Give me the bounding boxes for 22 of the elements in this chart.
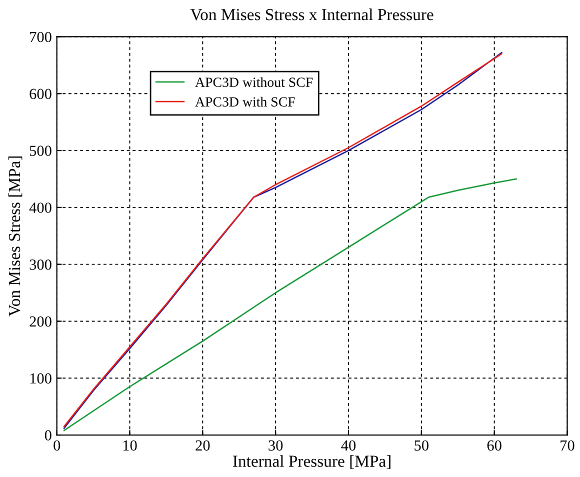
legend-label: APC3D with SCF [195,96,295,107]
y-tick-label: 0 [44,430,52,440]
x-tick-label: 70 [560,440,574,451]
x-axis-title: Internal Pressure [MPa] [233,455,390,469]
y-tick-label: 300 [30,259,52,270]
x-tick-label: 40 [341,440,356,451]
x-tick-label: 10 [123,440,137,451]
chart-title: Von Mises Stress x Internal Pressure [190,8,434,20]
y-tick-label: 200 [30,316,52,327]
x-tick-label: 30 [268,440,283,451]
x-tick-label: 0 [54,440,60,451]
legend-label: APC3D without SCF [195,77,313,87]
y-tick-label: 100 [30,373,52,384]
y-tick-label: 600 [30,88,52,100]
y-tick-label: 700 [30,32,52,42]
y-tick-label: 400 [29,202,52,213]
x-tick-label: 50 [414,440,428,451]
x-tick-label: 20 [196,440,210,451]
line-series [63,178,517,432]
y-axis-title: Von Mises Stress [MPa] [8,156,22,316]
x-tick-label: 60 [487,440,502,451]
y-tick-label: 500 [30,146,52,156]
